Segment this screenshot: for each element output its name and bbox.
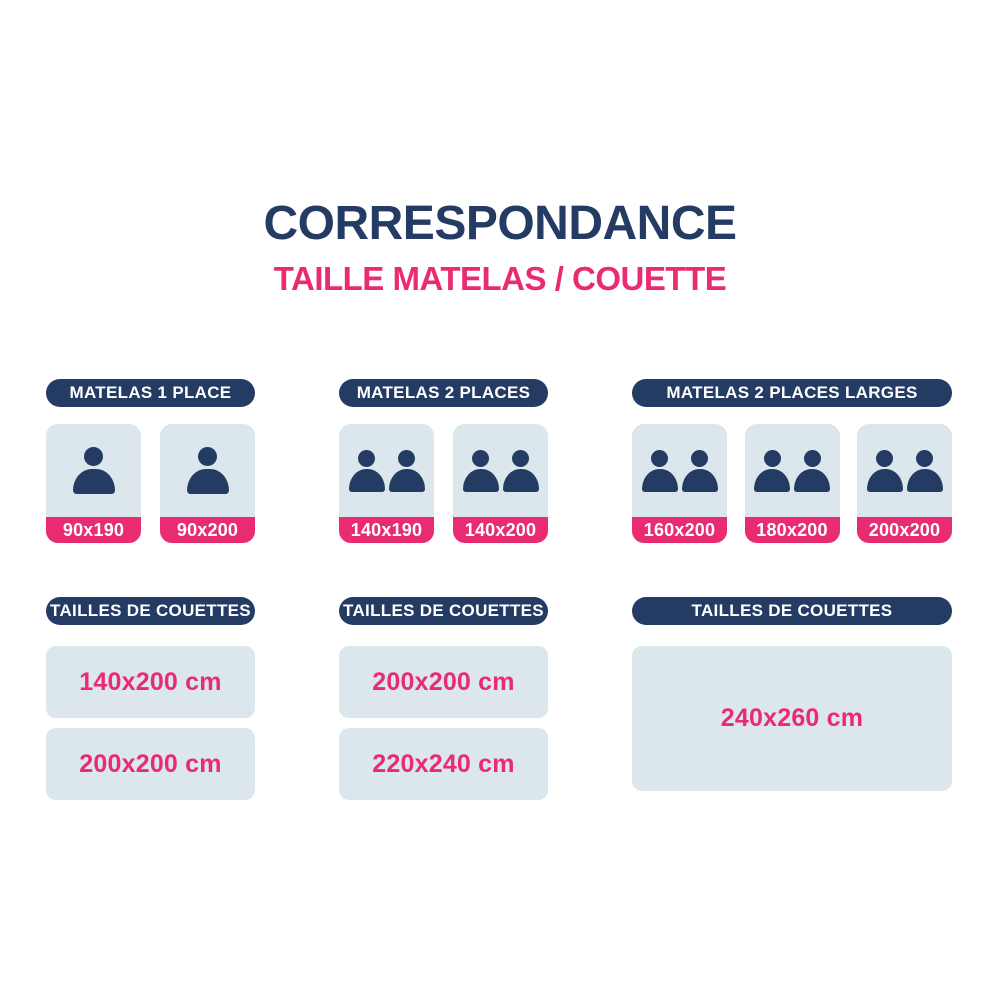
person-icon [641, 449, 678, 492]
mattress-card: 160x200 [632, 424, 727, 543]
mattress-column: MATELAS 1 PLACE 90x190 90x200 TAILLES DE CO… [46, 379, 255, 800]
person-head-icon [876, 449, 893, 467]
person-icon [794, 449, 830, 492]
person-icon [72, 447, 115, 494]
person-torso-icon [348, 468, 385, 492]
mattress-column: MATELAS 2 PLACES LARGES 160x200 180x200 200… [632, 379, 952, 791]
mattress-size-badge: 140x200 [453, 517, 548, 543]
mattress-size-badge: 90x190 [46, 517, 141, 543]
mattress-card: 140x200 [453, 424, 548, 543]
mattress-category-header: MATELAS 2 PLACES LARGES [632, 379, 952, 407]
person-head-icon [803, 449, 821, 467]
person-torso-icon [906, 468, 943, 492]
sleeper-icons [745, 424, 840, 517]
mattress-card: 140x190 [339, 424, 434, 543]
person-icon [906, 449, 943, 492]
mattress-cards: 90x190 90x200 [46, 424, 255, 543]
person-torso-icon [388, 468, 425, 492]
mattress-cards: 140x190 140x200 [339, 424, 548, 543]
mattress-size-badge: 140x190 [339, 517, 434, 543]
sleeper-icons [46, 424, 141, 517]
duvet-boxes: 240x260 cm [632, 646, 952, 791]
sleeper-icons [339, 424, 434, 517]
duvet-size-box: 200x200 cm [339, 646, 548, 718]
mattress-column: MATELAS 2 PLACES 140x190 140x200 TAILLES DE… [339, 379, 548, 800]
person-head-icon [84, 447, 103, 466]
person-head-icon [916, 449, 933, 467]
person-head-icon [651, 449, 668, 467]
person-head-icon [398, 449, 415, 467]
sleeper-icons [453, 424, 548, 517]
person-torso-icon [502, 468, 539, 492]
person-torso-icon [72, 469, 115, 494]
person-torso-icon [754, 468, 790, 492]
sleeper-icons [632, 424, 727, 517]
duvet-size-box: 220x240 cm [339, 728, 548, 800]
mattress-cards: 160x200 180x200 200x200 [632, 424, 952, 543]
duvet-size-box: 140x200 cm [46, 646, 255, 718]
person-icon [462, 449, 499, 492]
person-torso-icon [681, 468, 718, 492]
mattress-category-header: MATELAS 2 PLACES [339, 379, 548, 407]
person-icon [866, 449, 903, 492]
title-block: CORRESPONDANCE TAILLE MATELAS / COUETTE [0, 197, 1000, 297]
mattress-size-badge: 200x200 [857, 517, 952, 543]
person-torso-icon [462, 468, 499, 492]
mattress-card: 180x200 [744, 424, 840, 543]
person-icon [348, 449, 385, 492]
mattress-category-header: MATELAS 1 PLACE [46, 379, 255, 407]
mattress-card: 90x190 [46, 424, 141, 543]
duvet-sizes-header: TAILLES DE COUETTES [632, 597, 952, 625]
person-icon [754, 449, 790, 492]
sleeper-icons [857, 424, 952, 517]
duvet-sizes-header: TAILLES DE COUETTES [46, 597, 255, 625]
mattress-size-badge: 180x200 [744, 517, 840, 543]
mattress-card: 90x200 [160, 424, 255, 543]
person-head-icon [512, 449, 529, 467]
duvet-size-box: 240x260 cm [632, 646, 952, 791]
person-icon [388, 449, 425, 492]
person-icon [186, 447, 229, 494]
person-head-icon [358, 449, 375, 467]
person-head-icon [198, 447, 217, 466]
person-icon [502, 449, 539, 492]
person-icon [681, 449, 718, 492]
mattress-size-badge: 90x200 [160, 517, 255, 543]
person-torso-icon [866, 468, 903, 492]
person-head-icon [472, 449, 489, 467]
person-head-icon [691, 449, 708, 467]
person-torso-icon [794, 468, 830, 492]
person-torso-icon [641, 468, 678, 492]
duvet-sizes-header: TAILLES DE COUETTES [339, 597, 548, 625]
person-torso-icon [186, 469, 229, 494]
columns: MATELAS 1 PLACE 90x190 90x200 TAILLES DE CO… [46, 379, 952, 800]
duvet-size-box: 200x200 cm [46, 728, 255, 800]
mattress-size-badge: 160x200 [632, 517, 727, 543]
duvet-boxes: 140x200 cm 200x200 cm [46, 646, 255, 800]
sleeper-icons [160, 424, 255, 517]
duvet-boxes: 200x200 cm 220x240 cm [339, 646, 548, 800]
person-head-icon [763, 449, 781, 467]
page-title: CORRESPONDANCE [263, 197, 737, 250]
page-subtitle: TAILLE MATELAS / COUETTE [273, 260, 727, 297]
mattress-card: 200x200 [857, 424, 952, 543]
